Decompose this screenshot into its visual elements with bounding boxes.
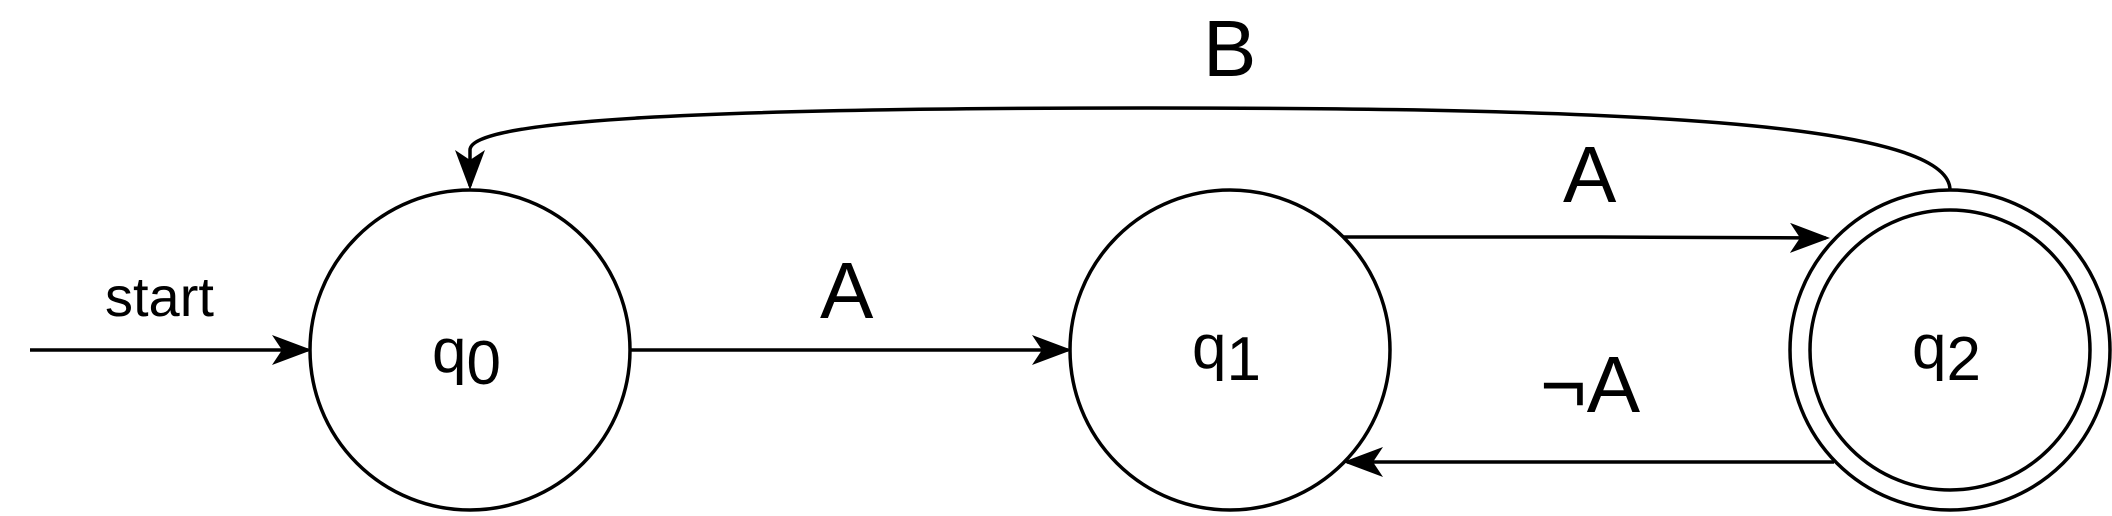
state-q1-label: q1 [1192, 313, 1261, 394]
state-q0-name: q [432, 317, 466, 386]
state-q1-subscript: 1 [1226, 325, 1260, 394]
transition-q0-q1-label: A [820, 246, 874, 335]
state-q2-name: q [1912, 313, 1946, 382]
transition-q1-q2-label: A [1563, 130, 1617, 219]
state-q0: q0 [308, 188, 632, 512]
state-q2: q2 [1788, 188, 2112, 512]
state-q1-name: q [1192, 313, 1226, 382]
transition-q2-q0-label: B [1203, 4, 1256, 93]
state-q2-subscript: 2 [1946, 325, 1980, 394]
transition-q2-q0 [455, 106, 1952, 191]
transition-q1-q2 [1343, 222, 1830, 253]
state-q2-label: q2 [1912, 313, 1981, 394]
state-q0-subscript: 0 [466, 329, 500, 398]
state-q2-inner-circle [1808, 208, 2092, 492]
start-label: start [105, 265, 214, 328]
state-q1: q1 [1068, 188, 1392, 512]
transition-q2-q1-label: ¬A [1540, 340, 1641, 429]
state-q0-label: q0 [432, 317, 501, 398]
